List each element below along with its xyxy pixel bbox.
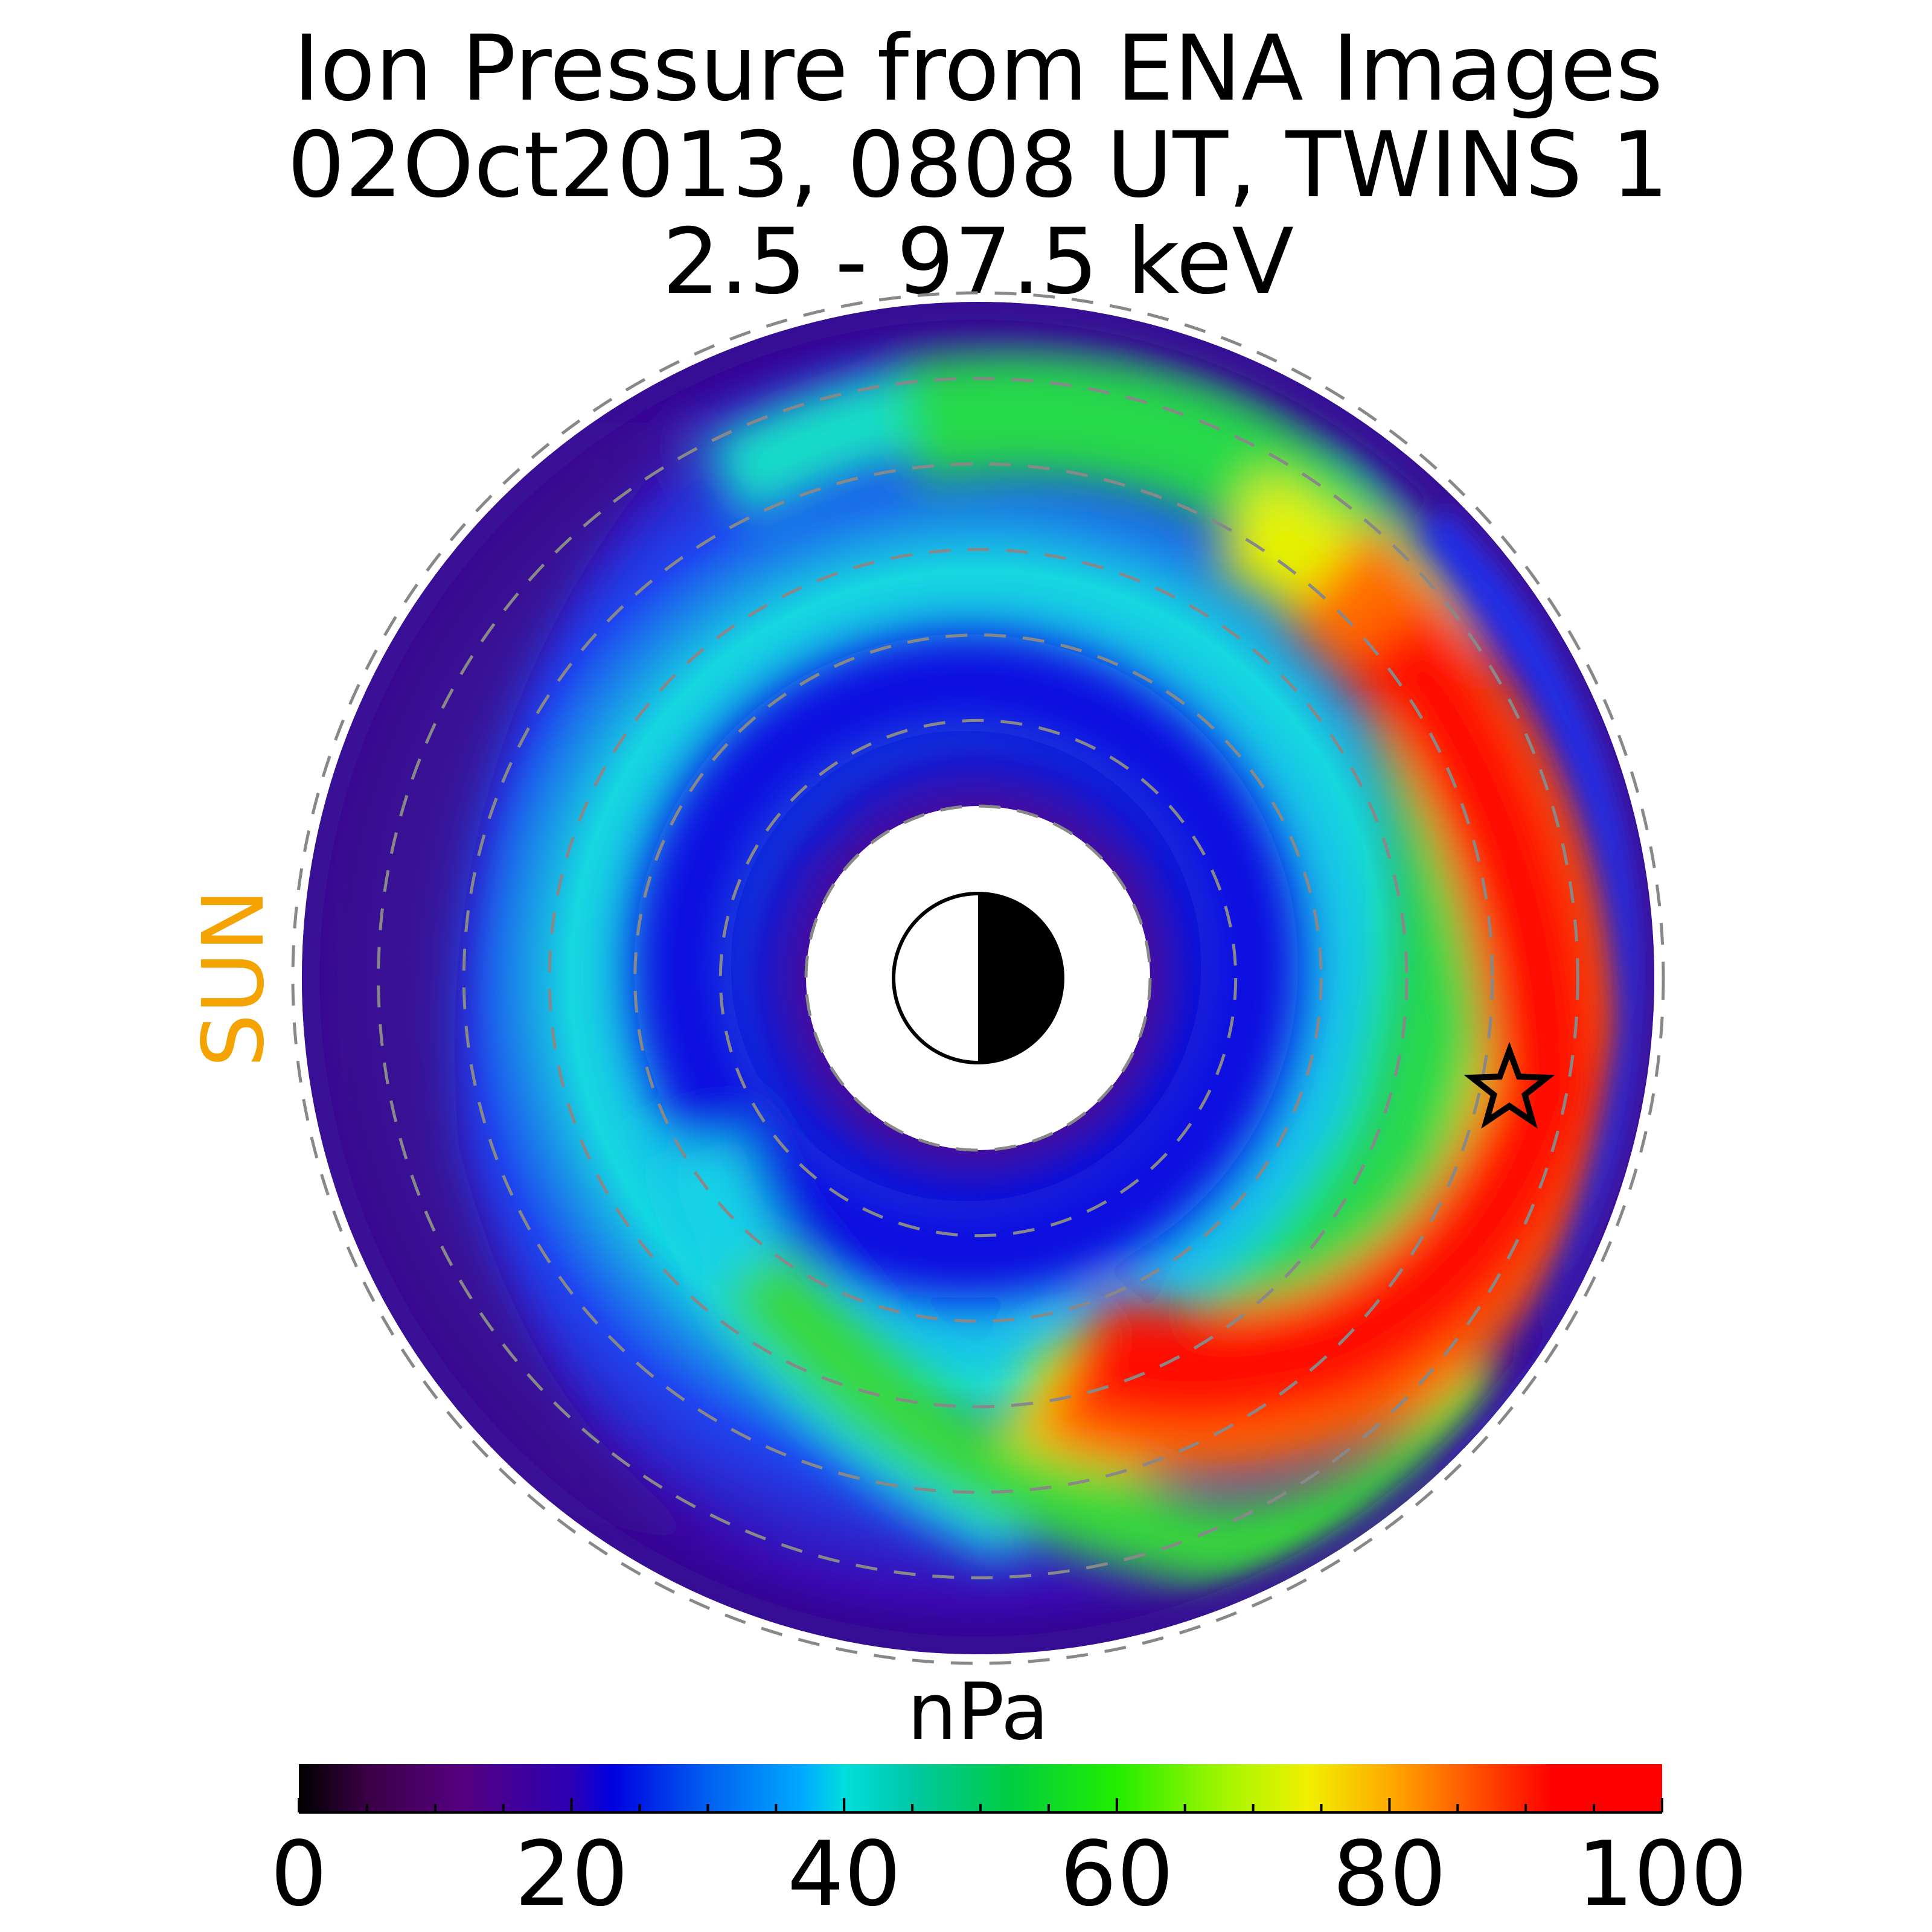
title-line-3: 2.5 - 97.5 keV [662, 210, 1294, 315]
colorbar: nPa 0 20 40 60 80 100 [270, 1666, 1747, 1926]
dashed-circle [804, 804, 1152, 1152]
colorbar-tick-label: 40 [787, 1822, 901, 1926]
earth-symbol [892, 892, 1064, 1064]
colorbar-tick-label: 20 [514, 1822, 628, 1926]
title-line-1: Ion Pressure from ENA Images [293, 16, 1663, 121]
dashed-circle [718, 718, 1238, 1238]
chart-title: Ion Pressure from ENA Images 02Oct2013, … [287, 16, 1669, 315]
star-marker-icon [1463, 1041, 1555, 1129]
dashed-circle [291, 291, 1665, 1665]
colorbar-tick-label: 60 [1060, 1822, 1174, 1926]
dashed-circle [462, 462, 1494, 1494]
colorbar-tick-label: 0 [270, 1822, 327, 1926]
colorbar-ticks: 0 20 40 60 80 100 [270, 1798, 1747, 1926]
colorbar-tick-label: 100 [1577, 1822, 1748, 1926]
dashed-grid-circles [291, 291, 1665, 1665]
title-line-2: 02Oct2013, 0808 UT, TWINS 1 [287, 113, 1669, 218]
colorbar-tick-label: 80 [1332, 1822, 1446, 1926]
earth-night-side [978, 894, 1063, 1063]
dashed-circle [633, 633, 1323, 1323]
sun-direction-label: SUN [185, 889, 283, 1067]
dashed-circle [377, 377, 1579, 1579]
dashed-circle [548, 548, 1409, 1409]
colorbar-unit-label: nPa [907, 1666, 1049, 1758]
